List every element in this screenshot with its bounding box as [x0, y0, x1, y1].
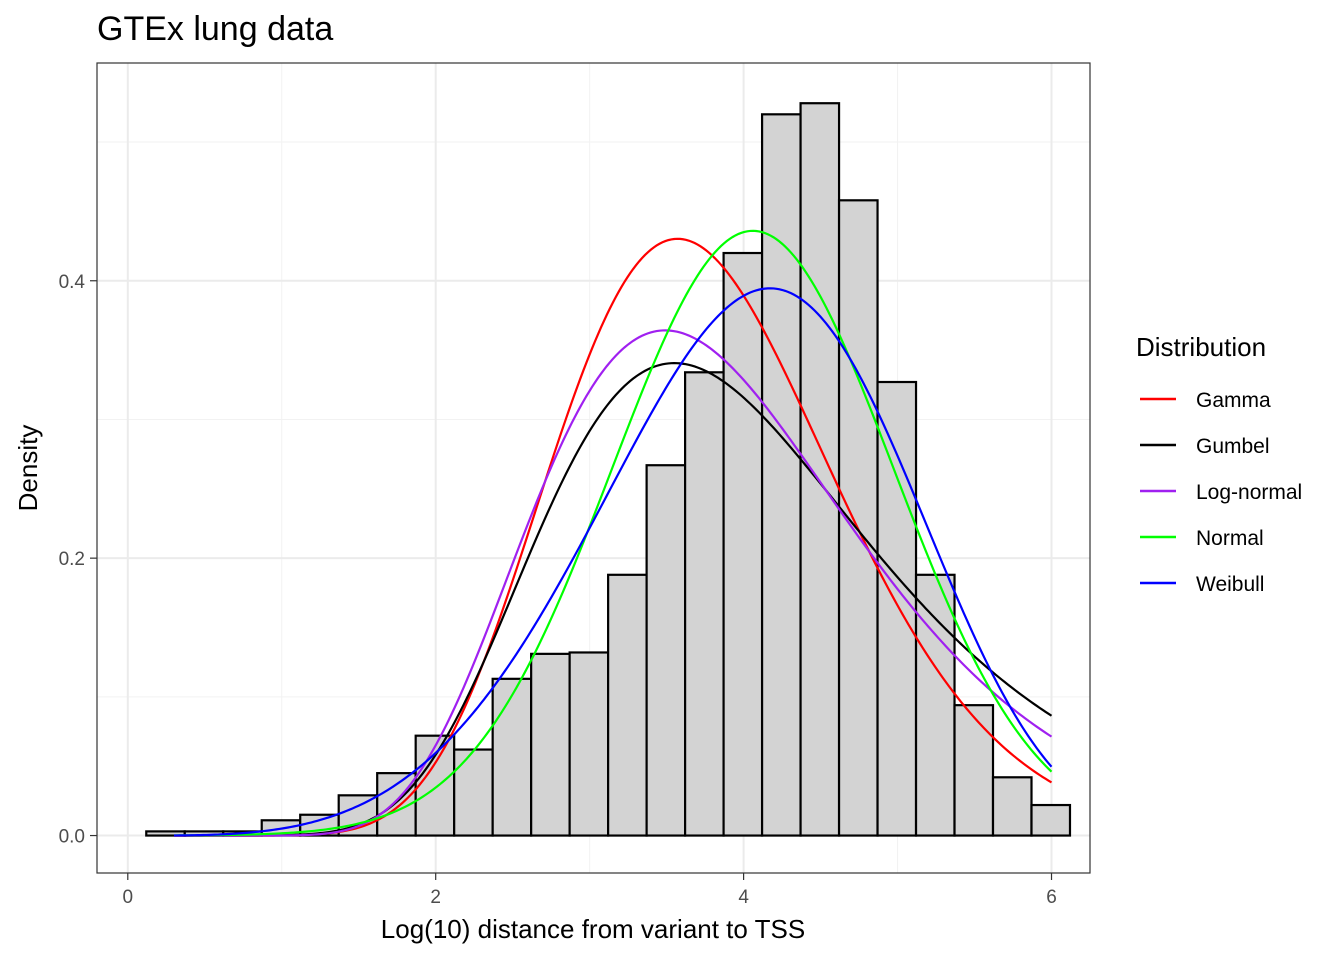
- legend: Distribution Gamma Gumbel Log-normal Normal…: [1136, 332, 1302, 596]
- histogram-bar: [645, 464, 687, 837]
- legend-label-gamma: Gamma: [1196, 389, 1271, 412]
- histogram-bar: [760, 113, 802, 837]
- legend-title: Distribution: [1136, 332, 1266, 362]
- y-axis-title: Density: [13, 425, 43, 512]
- chart-title: GTEx lung data: [97, 10, 333, 48]
- x-tick-label: 0: [123, 887, 134, 908]
- histogram-bar: [799, 102, 841, 837]
- histogram-bar: [684, 371, 725, 837]
- histogram-bar: [953, 704, 995, 837]
- y-tick-label: 0.2: [59, 549, 85, 570]
- y-tick-label: 0.4: [59, 272, 86, 293]
- legend-label-log-normal: Log-normal: [1196, 481, 1302, 504]
- density-curve-weibull: [173, 287, 1053, 837]
- x-axis-ticks: 0 2 4 6: [123, 873, 1057, 908]
- x-tick-label: 2: [430, 887, 441, 908]
- histogram-bar: [530, 652, 571, 837]
- histogram-bar: [876, 380, 918, 837]
- histogram-bar: [453, 748, 494, 837]
- density-curve-normal: [173, 229, 1053, 837]
- histogram-bar: [414, 734, 456, 837]
- histogram-bar: [568, 651, 610, 837]
- histogram-bar: [1030, 803, 1072, 837]
- plot-panel-border: [96, 62, 1091, 874]
- legend-label-weibull: Weibull: [1196, 573, 1264, 596]
- histogram-bar: [607, 573, 648, 837]
- histogram-bar: [991, 776, 1033, 837]
- y-axis-ticks: 0.0 0.2 0.4: [59, 272, 97, 848]
- legend-label-normal: Normal: [1196, 527, 1264, 550]
- y-tick-label: 0.0: [59, 827, 85, 848]
- density-curve-log-normal: [173, 329, 1053, 837]
- histogram-bars: [145, 102, 1072, 837]
- density-curves: [173, 229, 1053, 837]
- histogram-bar: [491, 677, 533, 837]
- x-axis-title: Log(10) distance from variant to TSS: [381, 914, 805, 944]
- histogram-bar: [914, 573, 956, 837]
- legend-label-gumbel: Gumbel: [1196, 435, 1270, 458]
- histogram-bar: [722, 251, 764, 837]
- x-tick-label: 4: [738, 887, 749, 908]
- x-tick-label: 6: [1046, 887, 1057, 908]
